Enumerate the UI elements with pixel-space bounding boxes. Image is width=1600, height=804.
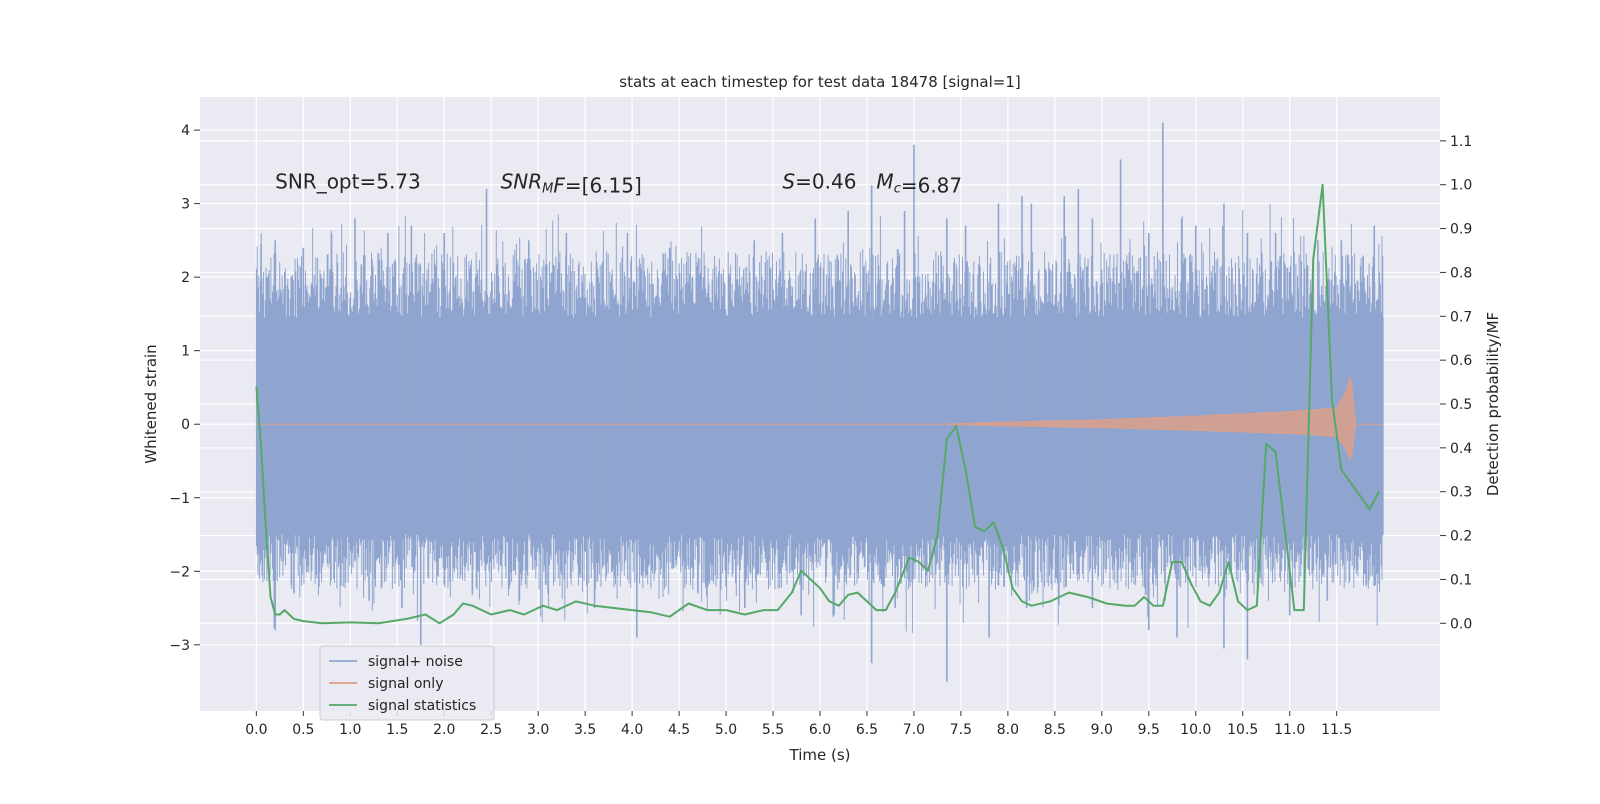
x-tick-label: 7.0 — [903, 722, 925, 738]
x-tick-label: 1.0 — [339, 722, 361, 738]
y-left-tick-label: 1 — [181, 344, 190, 360]
snr-mf-annotation: SNRMF=[6.15] — [501, 170, 642, 198]
annotation-part: SNR — [501, 170, 543, 194]
x-tick-label: 10.5 — [1227, 722, 1258, 738]
y-right-tick-label: 0.1 — [1450, 572, 1472, 588]
x-tick-label: 2.0 — [433, 722, 455, 738]
x-tick-label: 3.0 — [527, 722, 549, 738]
legend-label-signal-plus-noise: signal+ noise — [368, 654, 463, 670]
y-left-tick-label: −2 — [169, 564, 190, 580]
annotation-part: S — [782, 170, 795, 194]
x-tick-label: 3.5 — [574, 722, 596, 738]
y-right-tick-label: 0.7 — [1450, 309, 1472, 325]
x-tick-label: 11.0 — [1274, 722, 1305, 738]
series-signal-statistics — [255, 183, 1380, 625]
x-tick-label: 5.0 — [715, 722, 737, 738]
x-tick-label: 1.5 — [386, 722, 408, 738]
x-tick-label: 4.5 — [668, 722, 690, 738]
signal-statistics-line — [255, 183, 1380, 625]
annotation-part: SNR_opt=5.73 — [275, 170, 421, 194]
annotation-part: M — [542, 182, 553, 197]
x-tick-label: 5.5 — [762, 722, 784, 738]
y-left-tick-label: −1 — [169, 491, 190, 507]
y-left-tick-label: 4 — [181, 123, 190, 139]
y-axis-right-label: Detection probability/MF — [1484, 312, 1502, 496]
x-tick-label: 0.0 — [245, 722, 267, 738]
annotation-part: =0.46 — [795, 170, 876, 194]
annotation-part: =[6.15] — [565, 174, 642, 198]
annotations: SNR_opt=5.73 SNRMF=[6.15] S=0.46 Mc=6.87 — [275, 170, 962, 198]
x-tick-label: 8.5 — [1044, 722, 1066, 738]
y-left-tick-label: 2 — [181, 270, 190, 286]
annotation-part: =6.87 — [901, 174, 962, 198]
y-left-tick-label: −3 — [169, 638, 190, 654]
x-tick-label: 4.0 — [621, 722, 643, 738]
y-left-tick-label: 3 — [181, 197, 190, 213]
axis-ticks: 0.0 0.5 1.0 1.5 2.0 2.5 3.0 3.5 4.0 4.5 5.0 5.5 6.0 6… — [169, 123, 1472, 738]
s-mc-annotation: S=0.46 Mc=6.87 — [782, 170, 962, 198]
y-right-tick-label: 1.1 — [1450, 134, 1472, 150]
chart-title: stats at each timestep for test data 184… — [619, 73, 1020, 91]
y-right-tick-label: 0.3 — [1450, 485, 1472, 501]
y-right-tick-label: 0.4 — [1450, 441, 1472, 457]
x-tick-label: 11.5 — [1321, 722, 1352, 738]
y-right-tick-label: 1.0 — [1450, 178, 1472, 194]
x-tick-label: 7.5 — [950, 722, 972, 738]
signal-only-chirp — [256, 375, 1384, 461]
snr-opt-annotation: SNR_opt=5.73 — [275, 170, 421, 194]
x-tick-label: 9.5 — [1138, 722, 1160, 738]
legend: signal+ noise signal only signal statist… — [319, 645, 495, 721]
y-right-tick-label: 0.0 — [1450, 616, 1472, 632]
x-tick-label: 0.5 — [292, 722, 314, 738]
legend-box — [319, 645, 495, 721]
y-left-tick-label: 0 — [181, 417, 190, 433]
noise-trace — [255, 203, 1384, 633]
x-tick-label: 10.0 — [1180, 722, 1211, 738]
x-tick-label: 9.0 — [1091, 722, 1113, 738]
annotation-part: c — [894, 182, 901, 197]
annotation-part: M — [876, 170, 893, 194]
series-signal-only — [256, 375, 1384, 461]
legend-label-signal-statistics: signal statistics — [368, 698, 476, 714]
x-tick-label: 6.0 — [809, 722, 831, 738]
x-tick-label: 8.0 — [997, 722, 1019, 738]
x-axis-label: Time (s) — [789, 746, 851, 764]
y-axis-left-label: Whitened strain — [142, 344, 160, 463]
x-tick-label: 2.5 — [480, 722, 502, 738]
y-right-tick-label: 0.5 — [1450, 397, 1472, 413]
y-right-tick-label: 0.6 — [1450, 353, 1472, 369]
y-right-tick-label: 0.2 — [1450, 529, 1472, 545]
legend-label-signal-only: signal only — [368, 676, 443, 692]
y-right-tick-label: 0.9 — [1450, 222, 1472, 238]
y-right-tick-label: 0.8 — [1450, 265, 1472, 281]
annotation-part: F — [553, 174, 565, 198]
x-tick-label: 6.5 — [856, 722, 878, 738]
